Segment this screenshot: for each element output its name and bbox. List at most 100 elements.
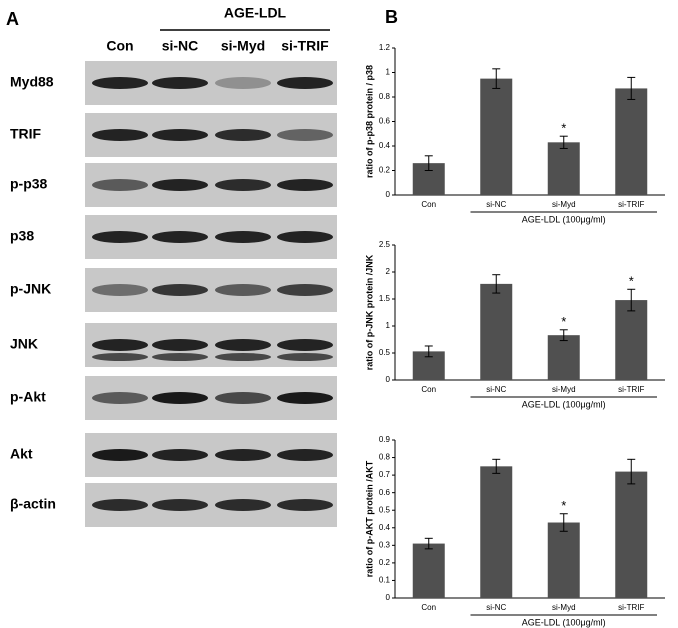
- blot-band: [92, 339, 148, 351]
- y-tick-label: 0: [386, 375, 391, 384]
- bar: [547, 522, 580, 598]
- blot-band: [277, 449, 333, 461]
- blot-column-label: si-Myd: [221, 38, 265, 54]
- blot-band: [277, 179, 333, 191]
- blot-column-label: si-NC: [162, 38, 199, 54]
- blot-row-label: Akt: [10, 446, 33, 462]
- blot-band: [277, 499, 333, 511]
- blot-band: [215, 353, 271, 361]
- blot-band: [152, 339, 208, 351]
- blot-band: [92, 129, 148, 141]
- y-tick-label: 0.5: [379, 348, 391, 357]
- y-tick-label: 1: [386, 68, 391, 77]
- y-tick-label: 0.3: [379, 540, 391, 549]
- y-tick-label: 0.6: [379, 488, 391, 497]
- blot-band: [92, 392, 148, 404]
- bar: [615, 300, 648, 380]
- blot-band: [277, 77, 333, 89]
- group-label: AGE-LDL (100μg/ml): [522, 617, 606, 627]
- blot-band: [152, 353, 208, 361]
- y-tick-label: 0.8: [379, 453, 391, 462]
- x-tick-label: si-TRIF: [618, 200, 644, 209]
- blot-row-label: p38: [10, 228, 34, 244]
- blot-band: [215, 231, 271, 243]
- y-axis-label: ratio of p-p38 protein / p38: [364, 65, 374, 178]
- bar: [547, 142, 580, 195]
- blot-row-label: TRIF: [10, 126, 42, 142]
- significance-mark: *: [629, 274, 634, 289]
- blot-band: [215, 339, 271, 351]
- y-tick-label: 0.1: [379, 576, 391, 585]
- x-tick-label: si-NC: [486, 200, 506, 209]
- blot-column-label: si-TRIF: [281, 38, 329, 54]
- x-tick-label: si-NC: [486, 385, 506, 394]
- blot-band: [277, 392, 333, 404]
- x-tick-label: si-TRIF: [618, 603, 644, 612]
- blot-band: [215, 77, 271, 89]
- y-tick-label: 0.2: [379, 558, 391, 567]
- blot-band: [152, 499, 208, 511]
- y-tick-label: 0.8: [379, 92, 391, 101]
- y-tick-label: 0.7: [379, 470, 391, 479]
- blot-band: [277, 339, 333, 351]
- group-label: AGE-LDL (100μg/ml): [522, 399, 606, 409]
- significance-mark: *: [561, 314, 566, 329]
- y-tick-label: 0.4: [379, 523, 391, 532]
- blot-band: [152, 449, 208, 461]
- group-label: AGE-LDL (100μg/ml): [522, 214, 606, 224]
- blot-row-label: p-p38: [10, 176, 48, 192]
- blot-band: [152, 129, 208, 141]
- blot-band: [92, 77, 148, 89]
- y-tick-label: 0.4: [379, 141, 391, 150]
- y-tick-label: 2.5: [379, 240, 391, 249]
- y-tick-label: 0.2: [379, 166, 391, 175]
- blot-column-label: Con: [106, 38, 133, 54]
- blot-band: [277, 231, 333, 243]
- bar: [615, 471, 648, 598]
- x-tick-label: si-Myd: [552, 385, 576, 394]
- blot-band: [277, 284, 333, 296]
- blot-band: [152, 284, 208, 296]
- blot-row-label: JNK: [10, 336, 38, 352]
- y-axis-label: ratio of p-AKT protein /AKT: [364, 460, 374, 577]
- blot-row-label: β-actin: [10, 496, 56, 512]
- blot-row-label: p-JNK: [10, 281, 51, 297]
- x-tick-label: si-TRIF: [618, 385, 644, 394]
- y-tick-label: 1: [386, 321, 391, 330]
- blot-band: [215, 392, 271, 404]
- blot-band: [215, 499, 271, 511]
- bar: [480, 78, 513, 195]
- panel-label: A: [6, 9, 19, 29]
- bar: [480, 466, 513, 598]
- x-tick-label: si-Myd: [552, 603, 576, 612]
- y-tick-label: 0.6: [379, 117, 391, 126]
- blot-band: [92, 499, 148, 511]
- y-tick-label: 1.5: [379, 294, 391, 303]
- blot-band: [215, 284, 271, 296]
- blot-band: [92, 179, 148, 191]
- bar: [615, 88, 648, 195]
- blot-band: [215, 129, 271, 141]
- significance-mark: *: [561, 498, 566, 513]
- x-tick-label: Con: [421, 385, 436, 394]
- blot-band: [152, 231, 208, 243]
- blot-band: [152, 392, 208, 404]
- y-tick-label: 0: [386, 190, 391, 199]
- y-tick-label: 0.9: [379, 435, 391, 444]
- blot-header: AGE-LDL: [224, 5, 287, 21]
- y-tick-label: 2: [386, 267, 391, 276]
- x-tick-label: Con: [421, 200, 436, 209]
- bar: [547, 335, 580, 380]
- x-tick-label: si-Myd: [552, 200, 576, 209]
- blot-band: [92, 353, 148, 361]
- x-tick-label: Con: [421, 603, 436, 612]
- blot-band: [152, 179, 208, 191]
- blot-band: [92, 231, 148, 243]
- blot-band: [277, 353, 333, 361]
- blot-band: [215, 449, 271, 461]
- significance-mark: *: [561, 121, 566, 136]
- x-tick-label: si-NC: [486, 603, 506, 612]
- blot-row-label: Myd88: [10, 74, 54, 90]
- y-tick-label: 0.5: [379, 505, 391, 514]
- blot-band: [277, 129, 333, 141]
